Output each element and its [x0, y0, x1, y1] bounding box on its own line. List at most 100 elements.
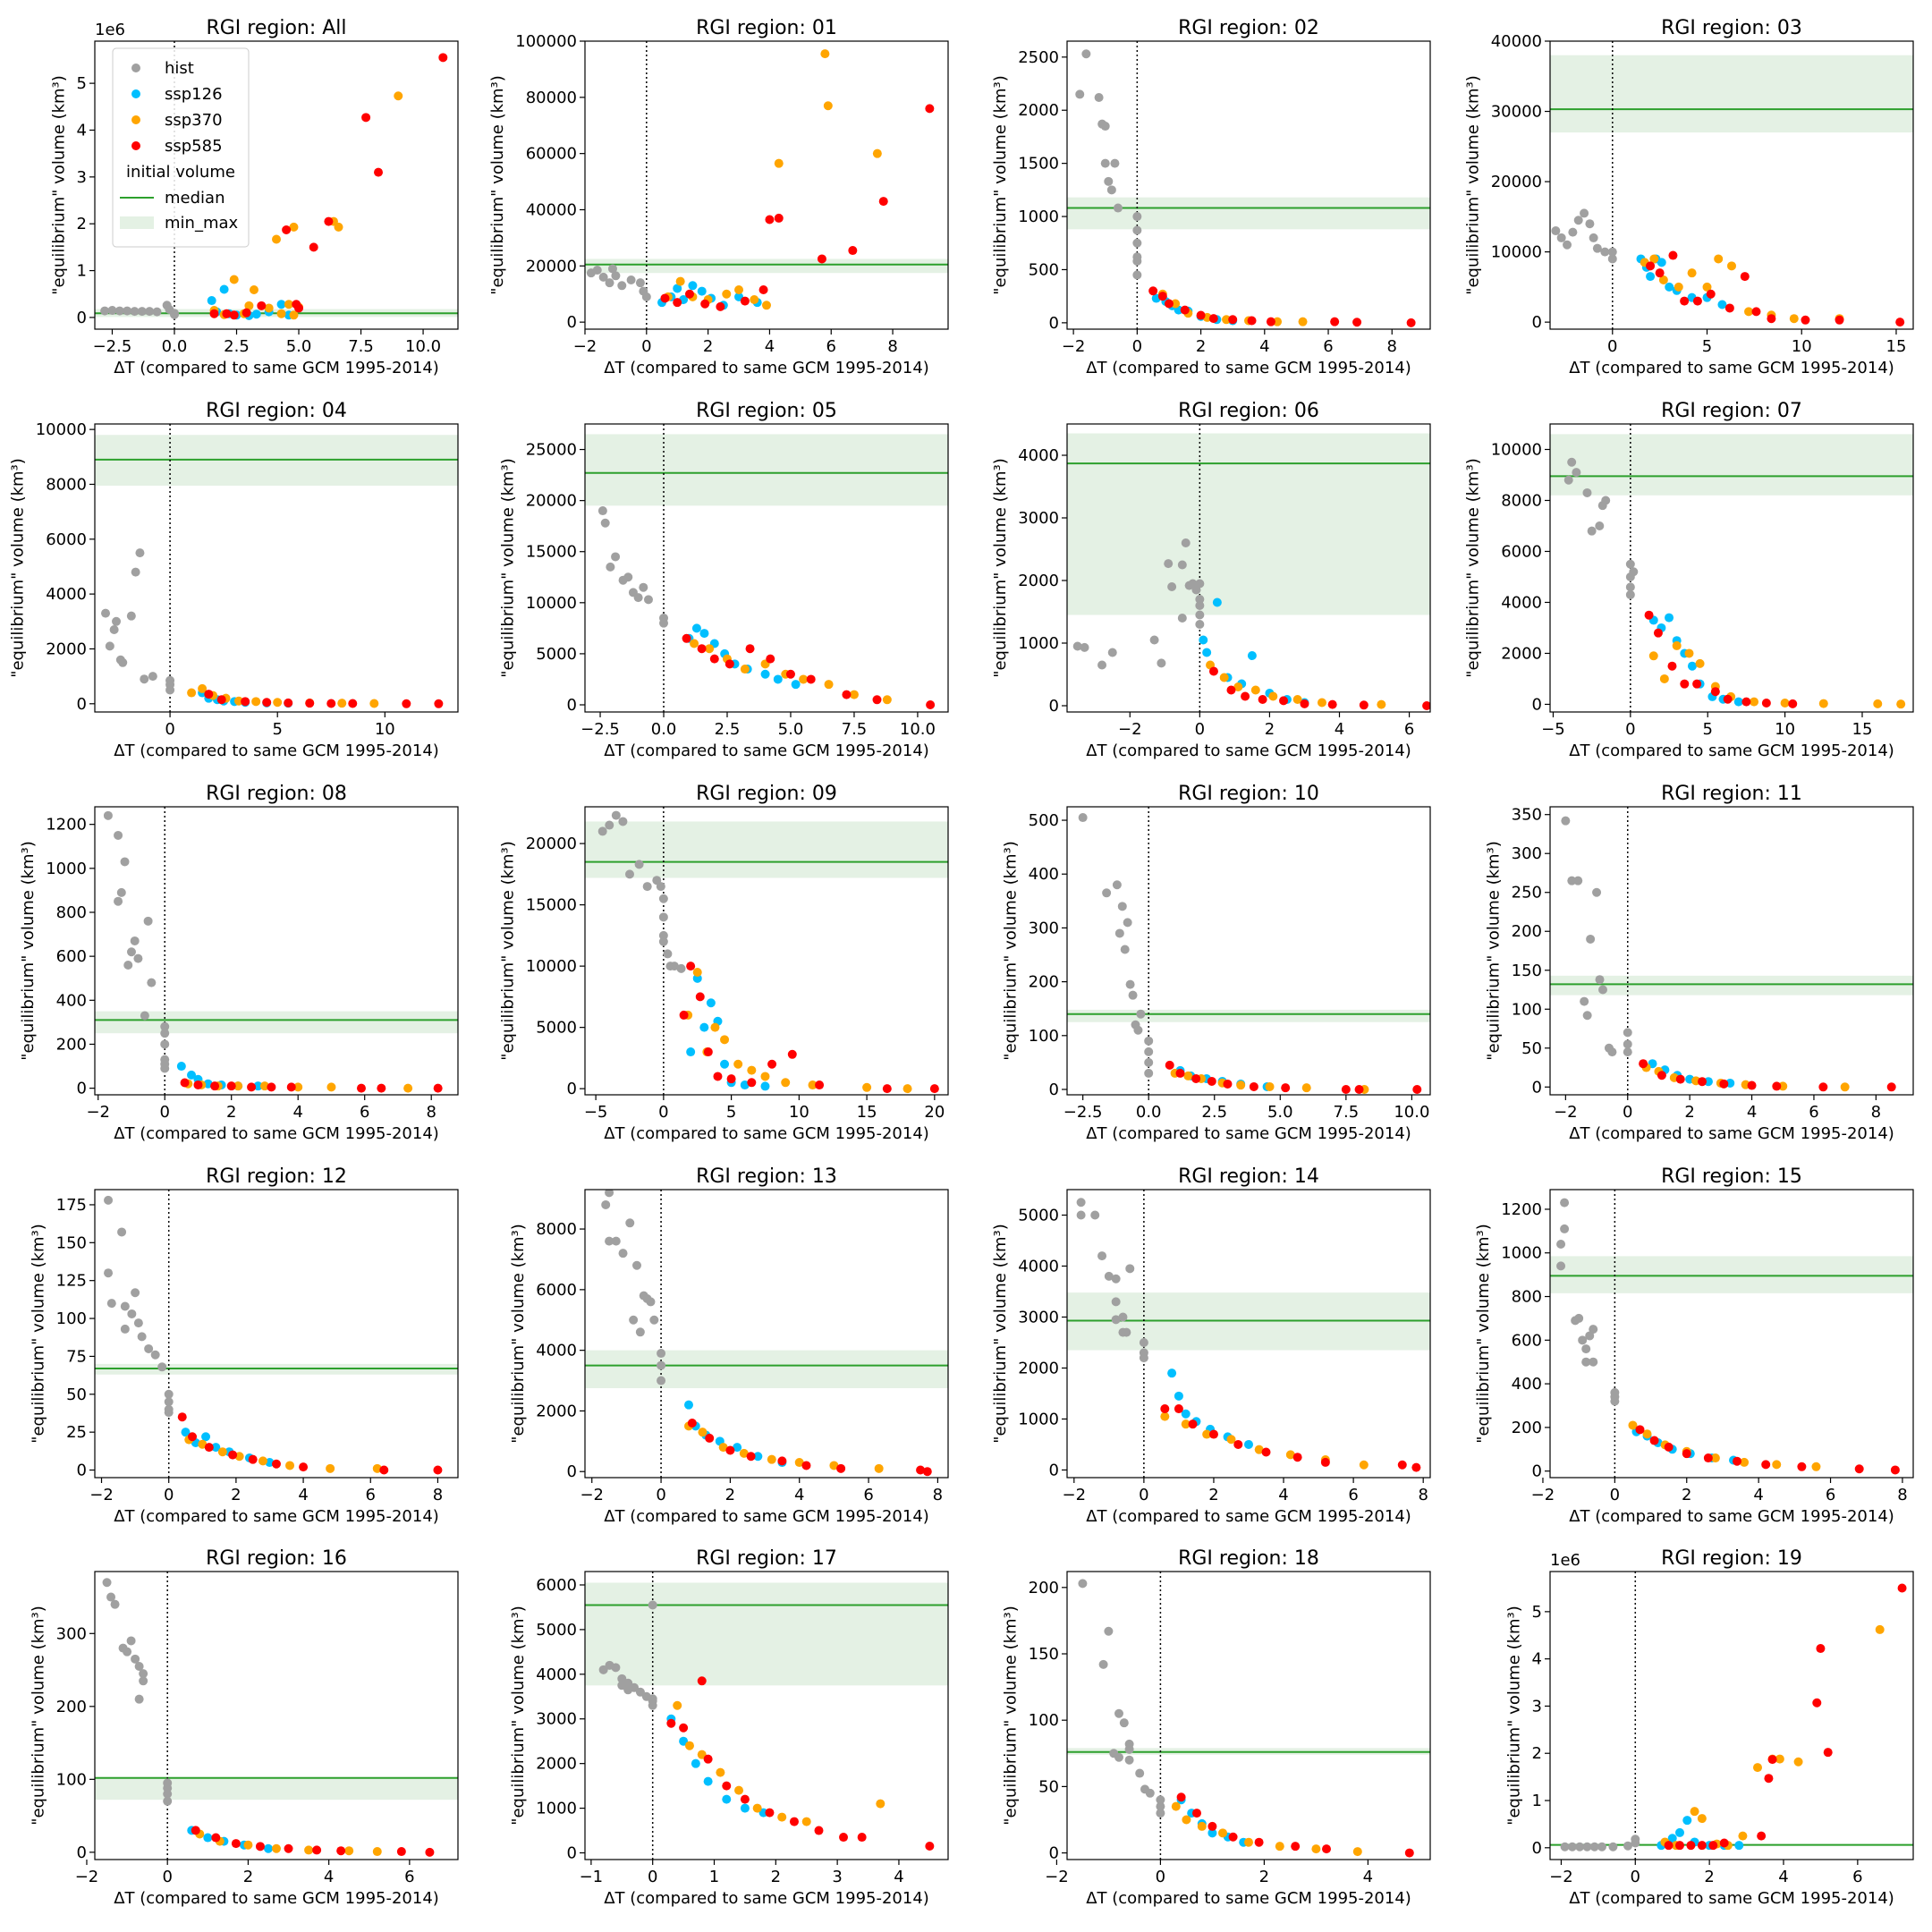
point-hist: [600, 518, 610, 528]
point-ssp585: [1281, 1083, 1291, 1093]
point-ssp585: [282, 225, 292, 235]
point-ssp585: [267, 1082, 276, 1092]
point-ssp585: [801, 1461, 811, 1470]
x-axis-label: ΔT (compared to same GCM 1995-2014): [1569, 1507, 1894, 1526]
point-ssp585: [722, 1781, 732, 1791]
point-hist: [1164, 559, 1174, 569]
point-ssp585: [1724, 303, 1734, 313]
point-ssp370: [372, 1847, 382, 1857]
axes-frame: [1066, 806, 1431, 1096]
point-ssp585: [872, 695, 882, 705]
point-ssp370: [1222, 315, 1232, 325]
point-ssp370: [862, 1082, 872, 1092]
point-ssp585: [1226, 685, 1236, 695]
point-ssp585: [1330, 317, 1340, 326]
x-tick-label: 10.0: [405, 337, 441, 356]
point-hist: [152, 307, 162, 317]
min-max-band: [585, 258, 948, 274]
point-ssp585: [1300, 699, 1309, 708]
point-ssp126: [203, 1833, 213, 1843]
point-ssp585: [433, 1083, 443, 1093]
point-ssp585: [1686, 1841, 1696, 1851]
y-axis-label: "equilibrium" volume (km³): [50, 75, 69, 295]
point-hist: [1623, 1841, 1632, 1851]
point-hist: [1607, 1047, 1617, 1057]
y-tick-label: 5: [77, 74, 87, 93]
point-ssp585: [1180, 305, 1190, 315]
y-tick-label: 4000: [536, 1342, 577, 1360]
x-tick-label: −5: [1541, 720, 1565, 739]
point-ssp370: [1658, 275, 1668, 285]
y-tick-label: 3000: [1018, 1308, 1059, 1326]
y-tick-label: 3: [1532, 1697, 1542, 1716]
point-hist: [1585, 1331, 1595, 1341]
point-ssp585: [248, 1454, 258, 1464]
y-axis-label: "equilibrium" volume (km³): [991, 1224, 1010, 1444]
x-tick-label: 15: [857, 1103, 877, 1122]
point-hist: [605, 278, 614, 288]
point-ssp585: [713, 1072, 723, 1081]
point-ssp585: [433, 1465, 443, 1475]
point-ssp585: [746, 1452, 756, 1462]
point-hist: [1195, 579, 1205, 589]
point-hist: [160, 1063, 170, 1073]
point-ssp585: [1741, 697, 1751, 707]
point-hist: [1623, 1028, 1632, 1038]
point-hist: [104, 1195, 114, 1205]
point-hist: [1135, 1768, 1145, 1778]
point-hist: [1133, 1025, 1143, 1035]
point-hist: [624, 869, 634, 879]
axes-frame: [94, 423, 459, 713]
y-tick-label: 2000: [46, 640, 87, 658]
y-tick-label: 800: [56, 903, 87, 922]
x-tick-label: 2: [243, 1868, 253, 1886]
point-ssp370: [747, 1065, 757, 1075]
point-ssp370: [1740, 1457, 1750, 1467]
point-ssp126: [1208, 1828, 1217, 1838]
point-ssp370: [1183, 1071, 1193, 1080]
point-hist: [117, 1227, 127, 1237]
series-ssp585: [191, 1826, 435, 1857]
y-tick-label: 0: [1532, 1078, 1542, 1097]
plot-area: [585, 41, 948, 329]
point-ssp585: [210, 1081, 220, 1091]
point-ssp370: [272, 1843, 281, 1853]
point-hist: [1595, 521, 1605, 530]
legend-marker-ssp370: [131, 115, 140, 124]
point-hist: [597, 826, 607, 836]
x-tick-label: 4: [1335, 720, 1344, 739]
point-hist: [139, 1669, 148, 1679]
point-hist: [1102, 888, 1112, 898]
series-hist: [103, 810, 170, 1073]
point-ssp370: [1254, 1445, 1264, 1454]
point-ssp585: [1322, 1844, 1331, 1854]
x-tick-label: 0: [1625, 720, 1635, 739]
series-hist: [597, 810, 686, 973]
point-ssp585: [785, 669, 795, 679]
point-hist: [1177, 560, 1187, 570]
point-ssp370: [882, 695, 892, 705]
point-hist: [1098, 1659, 1108, 1669]
x-tick-label: 2: [771, 1868, 781, 1886]
point-hist: [1119, 1718, 1129, 1728]
axes-frame: [584, 40, 949, 330]
x-tick-label: −2: [1549, 1868, 1573, 1886]
x-tick-label: 5: [272, 720, 282, 739]
point-ssp370: [1896, 699, 1906, 709]
series-ssp585: [1635, 1425, 1900, 1475]
point-hist: [116, 887, 126, 897]
point-ssp126: [1665, 282, 1674, 292]
point-ssp370: [1818, 699, 1828, 708]
point-ssp370: [1171, 1801, 1181, 1811]
point-ssp370: [734, 1785, 744, 1795]
y-tick-label: 6000: [46, 530, 87, 549]
point-ssp370: [272, 234, 281, 244]
series-ssp585: [687, 1418, 932, 1477]
point-ssp585: [925, 1842, 935, 1852]
subplot-07: −5 0 5 10 15 0 2000 4000 6000 8000 10000 RGI region…: [1464, 400, 1914, 760]
y-axis-label: "equilibrium" volume (km³): [30, 1606, 48, 1826]
x-tick-label: −5: [584, 1103, 608, 1122]
point-ssp370: [1285, 1450, 1295, 1460]
point-ssp370: [684, 1741, 694, 1750]
